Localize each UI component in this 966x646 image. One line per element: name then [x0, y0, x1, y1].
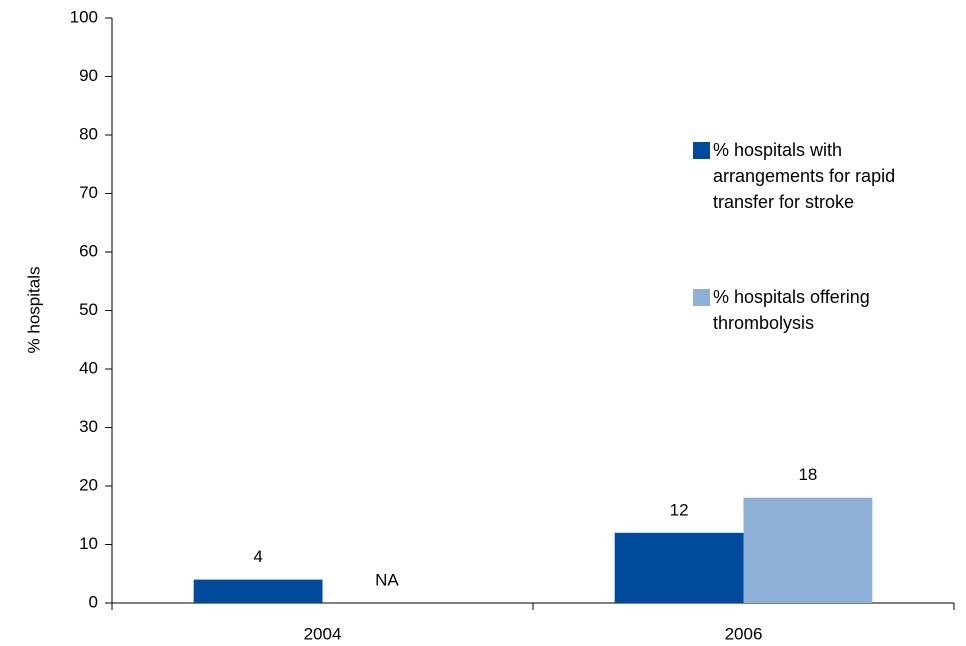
- y-tick-label: 40: [79, 358, 98, 377]
- y-tick-label: 90: [79, 66, 98, 85]
- y-tick-label: 60: [79, 241, 98, 260]
- y-tick-label: 0: [89, 592, 98, 611]
- x-tick-label: 2004: [304, 624, 342, 643]
- legend-label: % hospitals with arrangements for rapid …: [713, 140, 896, 212]
- legend-label: % hospitals offering thrombolysis: [713, 287, 870, 333]
- bar: [743, 497, 873, 603]
- y-axis-label: % hospitals: [24, 267, 43, 354]
- x-tick-label: 2006: [725, 624, 763, 643]
- bar: [193, 579, 323, 603]
- y-tick-label: 10: [79, 534, 98, 553]
- value-label: 4: [253, 547, 262, 566]
- bar: [614, 532, 744, 603]
- legend-entry: % hospitals with arrangements for rapid …: [693, 137, 933, 215]
- y-tick-label: 20: [79, 475, 98, 494]
- y-tick-label: 100: [70, 7, 98, 26]
- y-tick-label: 80: [79, 124, 98, 143]
- y-tick-label: 30: [79, 417, 98, 436]
- value-label: 12: [670, 500, 689, 519]
- value-label: NA: [375, 570, 399, 589]
- value-label: 18: [798, 465, 817, 484]
- legend-swatch: [693, 289, 710, 306]
- y-tick-label: 70: [79, 183, 98, 202]
- y-tick-label: 50: [79, 300, 98, 319]
- legend-entry: % hospitals offering thrombolysis: [693, 284, 933, 336]
- legend-swatch: [693, 142, 710, 159]
